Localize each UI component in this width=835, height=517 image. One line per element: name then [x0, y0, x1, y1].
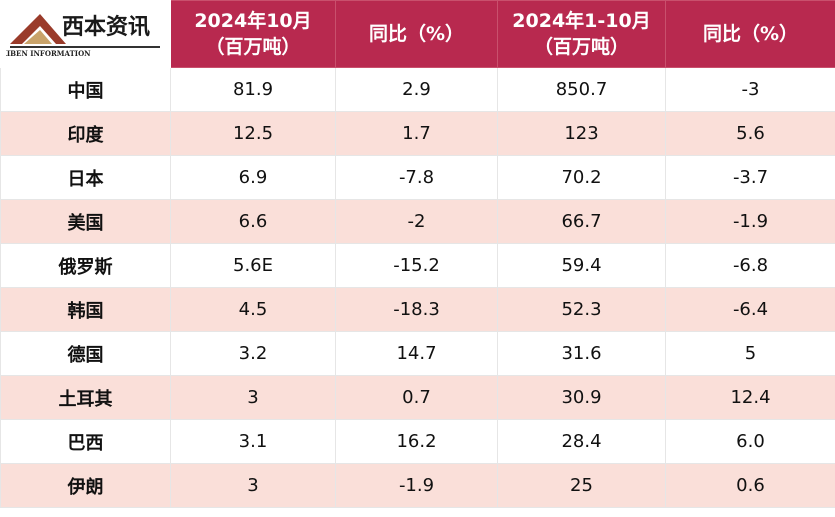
value-cell: 30.9: [497, 375, 666, 420]
value-cell: 31.6: [497, 331, 666, 376]
value-cell: 70.2: [497, 155, 666, 200]
value-cell: -7.8: [335, 155, 498, 200]
country-cell: 美国: [0, 199, 171, 244]
value-cell: -3.7: [665, 155, 835, 200]
column-header: 2024年1-10月 （百万吨）: [497, 0, 666, 68]
column-header-line: 同比（%）: [368, 23, 465, 45]
value-cell: 3: [170, 463, 336, 508]
value-cell: 3.1: [170, 419, 336, 464]
value-cell: -2: [335, 199, 498, 244]
value-cell: 52.3: [497, 287, 666, 332]
value-cell: 66.7: [497, 199, 666, 244]
table-row: 俄罗斯 5.6E -15.2 59.4 -6.8: [0, 243, 835, 288]
value-cell: 5.6: [665, 111, 835, 156]
value-cell: -1.9: [335, 463, 498, 508]
value-cell: 4.5: [170, 287, 336, 332]
value-cell: 850.7: [497, 67, 666, 112]
value-cell: 3: [170, 375, 336, 420]
table-row: 印度 12.5 1.7 123 5.6: [0, 111, 835, 156]
table-row: 美国 6.6 -2 66.7 -1.9: [0, 199, 835, 244]
country-cell: 巴西: [0, 419, 171, 464]
column-header-line: （百万吨）: [533, 36, 629, 58]
column-header: 2024年10月 （百万吨）: [170, 0, 336, 68]
table-row: 德国 3.2 14.7 31.6 5: [0, 331, 835, 376]
table-row: 巴西 3.1 16.2 28.4 6.0: [0, 419, 835, 464]
value-cell: 25: [497, 463, 666, 508]
value-cell: 16.2: [335, 419, 498, 464]
table-row: 伊朗 3 -1.9 25 0.6: [0, 463, 835, 508]
country-cell: 伊朗: [0, 463, 171, 508]
value-cell: 12.5: [170, 111, 336, 156]
value-cell: -1.9: [665, 199, 835, 244]
column-header-line: 2024年1-10月: [512, 10, 651, 32]
logo-title: 西本资讯: [61, 14, 149, 40]
logo-mark: 西本资讯 XIBEN INFORMATION: [1, 13, 160, 58]
value-cell: 12.4: [665, 375, 835, 420]
value-cell: -6.8: [665, 243, 835, 288]
value-cell: -6.4: [665, 287, 835, 332]
column-header: 同比（%）: [335, 0, 498, 68]
value-cell: 6.6: [170, 199, 336, 244]
value-cell: 59.4: [497, 243, 666, 288]
table-row: 日本 6.9 -7.8 70.2 -3.7: [0, 155, 835, 200]
table-row: 中国 81.9 2.9 850.7 -3: [0, 67, 835, 112]
value-cell: 5: [665, 331, 835, 376]
column-header: 同比（%）: [665, 0, 835, 68]
value-cell: 2.9: [335, 67, 498, 112]
country-cell: 韩国: [0, 287, 171, 332]
logo-subtitle: XIBEN INFORMATION: [6, 49, 91, 58]
table-row: 韩国 4.5 -18.3 52.3 -6.4: [0, 287, 835, 332]
column-header-line: 同比（%）: [702, 23, 799, 45]
value-cell: 81.9: [170, 67, 336, 112]
header-row: 西本资讯 XIBEN INFORMATION 2024年10月 （百万吨） 同比（%…: [0, 0, 835, 68]
value-cell: 14.7: [335, 331, 498, 376]
country-cell: 土耳其: [0, 375, 171, 420]
value-cell: 0.7: [335, 375, 498, 420]
value-cell: -3: [665, 67, 835, 112]
value-cell: 3.2: [170, 331, 336, 376]
value-cell: 28.4: [497, 419, 666, 464]
country-cell: 印度: [0, 111, 171, 156]
table-row: 土耳其 3 0.7 30.9 12.4: [0, 375, 835, 420]
value-cell: -18.3: [335, 287, 498, 332]
country-cell: 德国: [0, 331, 171, 376]
value-cell: 0.6: [665, 463, 835, 508]
logo: 西本资讯 XIBEN INFORMATION: [0, 0, 171, 68]
column-header-line: （百万吨）: [205, 36, 301, 58]
value-cell: 6.9: [170, 155, 336, 200]
value-cell: 123: [497, 111, 666, 156]
value-cell: 6.0: [665, 419, 835, 464]
value-cell: 5.6E: [170, 243, 336, 288]
value-cell: 1.7: [335, 111, 498, 156]
value-cell: -15.2: [335, 243, 498, 288]
country-cell: 俄罗斯: [0, 243, 171, 288]
column-header-line: 2024年10月: [194, 10, 312, 32]
country-cell: 日本: [0, 155, 171, 200]
country-cell: 中国: [0, 67, 171, 112]
